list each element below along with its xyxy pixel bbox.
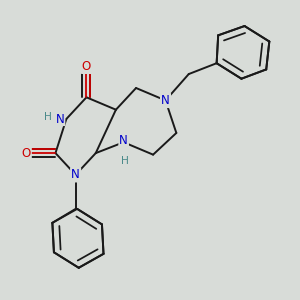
- Text: N: N: [161, 94, 170, 107]
- Text: O: O: [82, 60, 91, 73]
- Text: N: N: [71, 168, 80, 181]
- Text: H: H: [44, 112, 51, 122]
- Text: H: H: [121, 156, 129, 166]
- Text: N: N: [56, 112, 65, 125]
- Text: N: N: [119, 134, 128, 147]
- Text: O: O: [21, 147, 31, 160]
